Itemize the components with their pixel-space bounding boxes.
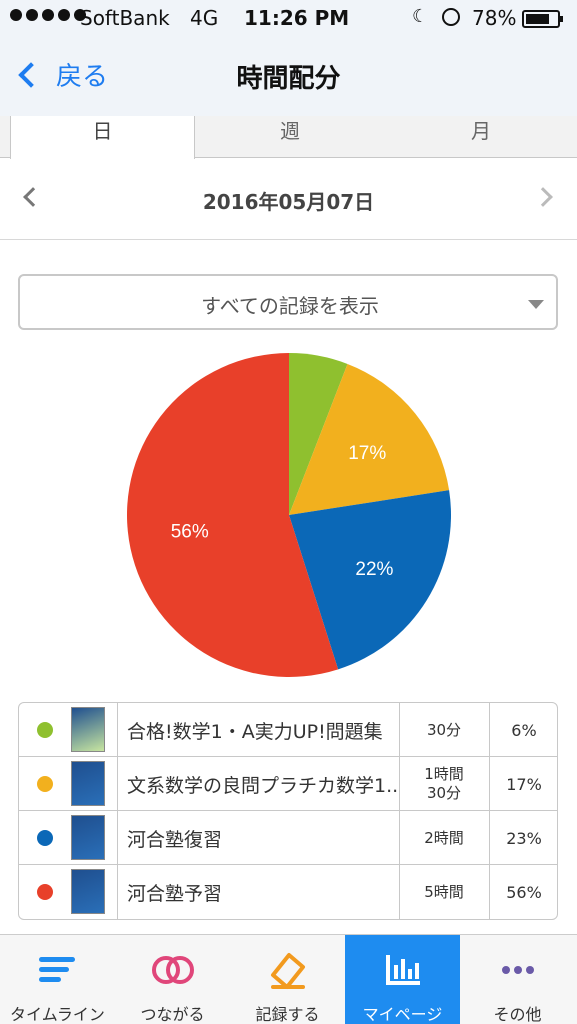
book-thumbnail (71, 815, 105, 860)
table-row[interactable]: 河合塾予習 5時間 56% (19, 865, 557, 919)
tabbar-record[interactable]: 記録する (230, 935, 345, 1024)
record-name: 河合塾予習 (127, 883, 223, 905)
pie-data-label: 17% (348, 443, 386, 464)
record-time: 30分 (399, 703, 489, 757)
record-percentage: 23% (506, 828, 542, 848)
bottom-tab-bar: タイムライン つながる 記録する マイペ (0, 934, 577, 1024)
pie-data-label: 56% (171, 521, 209, 542)
status-bar: SoftBank 4G 11:26 PM ☾ 78% (0, 0, 577, 38)
time-distribution-chart: 17% 22% 56% (0, 340, 577, 700)
record-name: 合格!数学1・A実力UP!問題集 (127, 721, 383, 743)
current-date: 2016年05月07日 (202, 190, 375, 214)
more-icon (502, 966, 534, 974)
record-time-line1: 30分 (426, 720, 462, 739)
record-icon (271, 953, 305, 989)
rotation-lock-icon (442, 8, 460, 26)
record-time-line1: 2時間 (424, 828, 464, 847)
pie-slice (289, 363, 450, 515)
book-thumbnail (71, 761, 105, 806)
record-time-line1: 5時間 (424, 882, 464, 901)
records-table: 合格!数学1・A実力UP!問題集 30分 6% 文系数学の良問プラチカ数学1... 1時… (18, 702, 558, 920)
pie-slice (289, 490, 451, 670)
record-percentage: 56% (506, 882, 542, 902)
table-row[interactable]: 河合塾復習 2時間 23% (19, 811, 557, 865)
tabbar-timeline-label: タイムライン (10, 1005, 105, 1024)
pie-slice (127, 353, 339, 677)
mypage-chart-icon (386, 955, 420, 985)
color-swatch (37, 884, 53, 900)
pie-slice (289, 353, 348, 515)
tabbar-record-label: 記録する (255, 1005, 320, 1024)
nav-bar: 戻る 時間配分 (0, 38, 577, 116)
tabbar-mypage[interactable]: マイページ (345, 935, 460, 1024)
record-time-line2: 30分 (426, 784, 462, 802)
signal-icon (10, 9, 86, 21)
record-time: 5時間 (399, 865, 489, 919)
record-time: 2時間 (399, 811, 489, 865)
tabbar-connect[interactable]: つながる (115, 935, 230, 1024)
record-time-line1: 1時間 (424, 765, 464, 783)
tabbar-more[interactable]: その他 (460, 935, 577, 1024)
record-filter-select[interactable]: すべての記録を表示 (18, 274, 558, 330)
tabbar-connect-label: つながる (140, 1005, 205, 1024)
table-row[interactable]: 文系数学の良問プラチカ数学1... 1時間 30分 17% (19, 757, 557, 811)
back-label: 戻る (56, 62, 109, 92)
clock: 11:26 PM (244, 6, 350, 30)
page-title: 時間配分 (236, 64, 341, 94)
battery-percentage: 78% (472, 6, 517, 30)
record-percentage: 17% (506, 774, 542, 794)
tab-month[interactable]: 月 (471, 119, 491, 143)
color-swatch (37, 722, 53, 738)
record-name: 河合塾復習 (127, 829, 223, 851)
caret-down-icon (528, 300, 544, 309)
book-thumbnail (71, 869, 105, 914)
period-tabs: 日 週 月 (0, 116, 577, 159)
back-button[interactable]: 戻る (14, 56, 108, 93)
battery-icon (522, 10, 563, 28)
filter-selected-value: すべての記録を表示 (201, 294, 379, 318)
tabbar-more-label: その他 (493, 1005, 542, 1024)
book-thumbnail (71, 707, 105, 752)
tab-week[interactable]: 週 (280, 119, 300, 143)
record-name: 文系数学の良問プラチカ数学1... (127, 775, 399, 797)
table-row[interactable]: 合格!数学1・A実力UP!問題集 30分 6% (19, 703, 557, 757)
timeline-icon (39, 957, 75, 982)
pie-data-label: 22% (355, 559, 393, 580)
tab-day[interactable]: 日 (10, 116, 195, 159)
record-time: 1時間 30分 (399, 757, 489, 811)
pie-chart: 17% 22% 56% (127, 353, 451, 677)
tabbar-timeline[interactable]: タイムライン (0, 935, 115, 1024)
do-not-disturb-icon: ☾ (412, 6, 429, 27)
carrier-label: SoftBank (80, 6, 170, 30)
color-swatch (37, 776, 53, 792)
tabbar-mypage-label: マイページ (362, 1005, 443, 1024)
date-selector: 2016年05月07日 (0, 158, 577, 240)
connect-icon (152, 956, 194, 984)
record-percentage: 6% (511, 720, 537, 740)
color-swatch (37, 830, 53, 846)
network-label: 4G (190, 6, 219, 30)
